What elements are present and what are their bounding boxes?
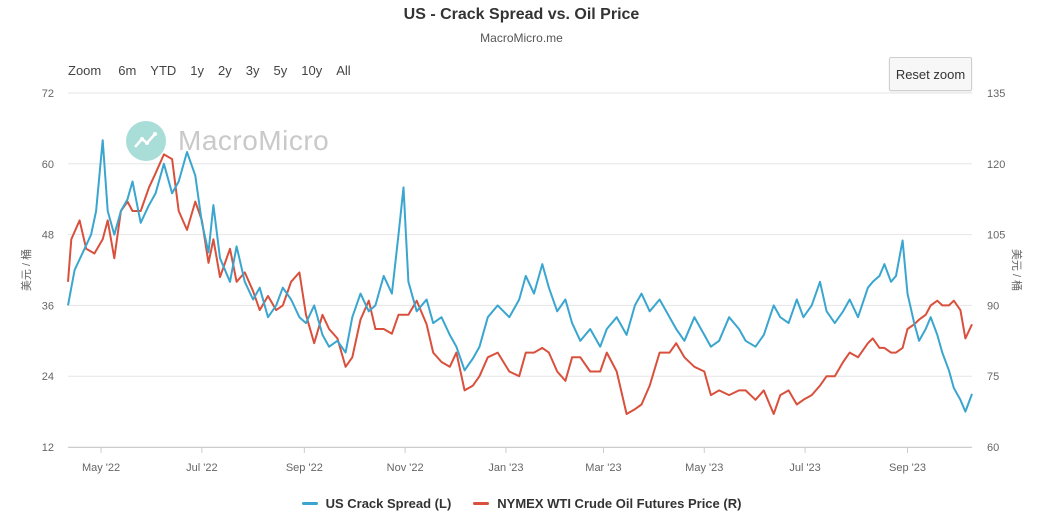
range-button-3y[interactable]: 3y	[245, 63, 260, 78]
range-button-6m[interactable]: 6m	[118, 63, 137, 78]
x-tick-label: Sep '22	[286, 462, 323, 474]
range-button-ytd[interactable]: YTD	[150, 63, 177, 78]
y-right-tick-label: 120	[987, 159, 1005, 171]
x-tick-label: May '23	[685, 462, 723, 474]
chart-title: US - Crack Spread vs. Oil Price	[403, 6, 640, 23]
x-tick-label: Sep '23	[889, 462, 926, 474]
series-lines	[67, 139, 973, 415]
x-tick-label: Jan '23	[488, 462, 523, 474]
y-left-tick-label: 36	[42, 300, 54, 312]
y-left-tick-label: 12	[42, 442, 54, 454]
y-right-tick-label: 135	[987, 88, 1005, 100]
x-tick-label: Nov '22	[387, 462, 424, 474]
range-button-10y[interactable]: 10y	[301, 63, 323, 78]
series-line-crack-spread[interactable]	[67, 139, 973, 413]
legend-swatch-crack-spread	[301, 502, 318, 505]
y-left-tick-label: 72	[42, 88, 54, 100]
x-tick-label: May '22	[82, 462, 120, 474]
macromicro-logo-icon	[126, 121, 166, 161]
legend: US Crack Spread (L) NYMEX WTI Crude Oil …	[0, 496, 1043, 511]
y-left-tick-label: 24	[42, 371, 54, 383]
x-tick-label: Mar '23	[585, 462, 621, 474]
series-line-wti[interactable]	[67, 153, 973, 415]
x-tick-label: Jul '22	[186, 462, 217, 474]
legend-swatch-wti	[473, 502, 490, 505]
legend-label-crack-spread: US Crack Spread (L)	[325, 496, 452, 511]
range-button-all[interactable]: All	[336, 63, 351, 78]
y-right-tick-label: 75	[987, 371, 999, 383]
range-zoom-label: Zoom	[68, 63, 102, 78]
y-right-tick-label: 90	[987, 300, 999, 312]
chart-subtitle: MacroMicro.me	[480, 31, 563, 45]
range-button-1y[interactable]: 1y	[190, 63, 205, 78]
y-left-tick-label: 60	[42, 159, 54, 171]
legend-item-crack-spread[interactable]: US Crack Spread (L)	[301, 496, 452, 511]
range-button-5y[interactable]: 5y	[273, 63, 288, 78]
y-left-tick-label: 48	[42, 230, 54, 242]
y-axis-left-title: 美元 / 桶	[19, 249, 33, 291]
y-axis-right: 60 75 90 105 120 135	[987, 88, 1005, 454]
watermark-text: MacroMicro	[178, 125, 330, 156]
y-right-tick-label: 105	[987, 230, 1005, 242]
legend-item-wti[interactable]: NYMEX WTI Crude Oil Futures Price (R)	[473, 496, 741, 511]
range-selector: Zoom 6m YTD 1y 2y 3y 5y 10y All	[68, 63, 358, 79]
watermark: MacroMicro	[126, 121, 329, 161]
y-axis-left: 12 24 36 48 60 72	[42, 88, 54, 454]
y-right-tick-label: 60	[987, 442, 999, 454]
y-axis-right-title: 美元 / 桶	[1010, 249, 1024, 291]
legend-label-wti: NYMEX WTI Crude Oil Futures Price (R)	[497, 496, 742, 511]
x-tick-label: Jul '23	[789, 462, 820, 474]
x-axis: May '22 Jul '22 Sep '22 Nov '22 Jan '23 Mar '…	[68, 447, 972, 474]
reset-zoom-button[interactable]: Reset zoom	[889, 57, 972, 91]
range-button-2y[interactable]: 2y	[218, 63, 232, 78]
